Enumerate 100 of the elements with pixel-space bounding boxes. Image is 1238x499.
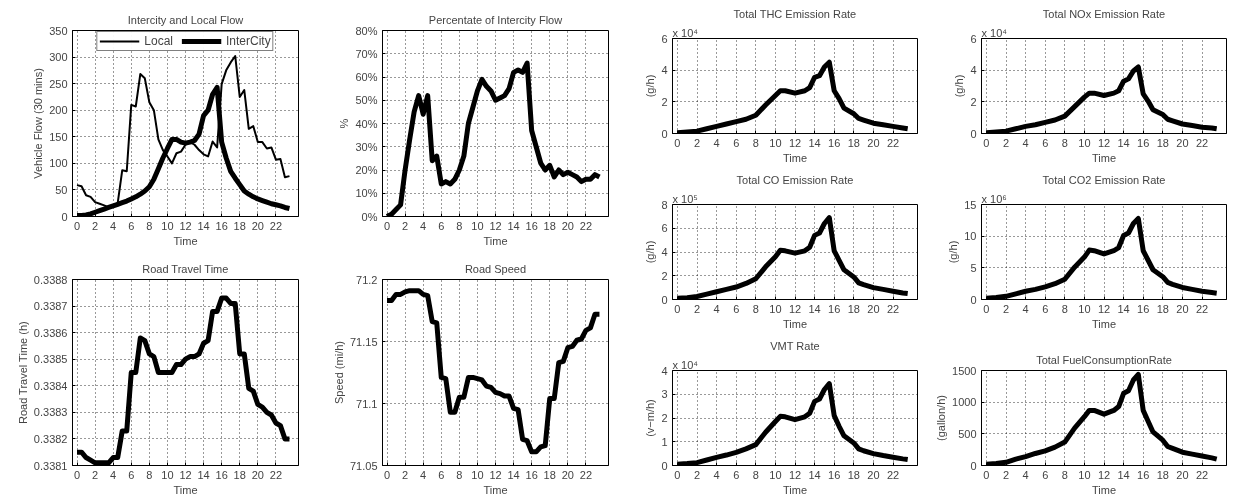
y-tick-label: 1500 <box>952 364 977 377</box>
text: x 10⁶ <box>981 192 1007 205</box>
x-tick-label: 22 <box>269 468 283 481</box>
x-tick-label: 8 <box>752 136 759 149</box>
chart-title: Total FuelConsumptionRate <box>1036 353 1172 366</box>
x-tick-label: 12 <box>788 136 802 149</box>
x-tick-label: 12 <box>1097 136 1111 149</box>
x-tick-label: 8 <box>146 468 153 481</box>
x-tick-label: 10 <box>161 468 174 481</box>
x-axis-title: Time <box>782 151 808 164</box>
x-tick-label: 12 <box>1097 468 1111 481</box>
y-tick-label: 4 <box>661 64 668 77</box>
x-tick-label: 2 <box>1002 468 1010 481</box>
x-tick-label: 14 <box>197 468 210 481</box>
y-tick-label: 350 <box>49 24 68 37</box>
x-tick-label: 12 <box>179 468 192 481</box>
x-tick-label: 16 <box>215 219 228 232</box>
x-tick-label: 14 <box>507 219 520 232</box>
x-tick-label: 18 <box>1156 136 1169 149</box>
x-tick-label: 22 <box>1195 136 1209 149</box>
y-tick-label: 300 <box>49 51 68 64</box>
x-tick-label: 0 <box>383 468 391 481</box>
y-tick-label: 15 <box>964 198 977 211</box>
y-tick-label: 500 <box>958 427 977 440</box>
x-tick-label: 2 <box>92 468 99 481</box>
chart-title: Total NOx Emission Rate <box>1042 7 1166 20</box>
y-tick-label: 150 <box>49 130 68 143</box>
y-tick-label: 1000 <box>952 396 977 409</box>
x-tick-label: 14 <box>1117 468 1130 481</box>
chart-title: Total CO Emission Rate <box>736 173 854 186</box>
chart-title: Road Speed <box>464 262 527 275</box>
chart-title: Road Travel Time <box>142 262 229 275</box>
text: x 10⁴ <box>672 358 699 371</box>
x-tick-label: 22 <box>1195 468 1209 481</box>
x-tick-label: 0 <box>983 136 990 149</box>
chart-title: VMT Rate <box>770 339 820 352</box>
x-tick-label: 10 <box>471 219 484 232</box>
y-tick-label: 0 <box>61 210 68 223</box>
x-tick-label: 12 <box>489 219 502 232</box>
y-tick-label: 200 <box>49 104 68 117</box>
x-tick-label: 18 <box>233 219 246 232</box>
x-tick-label: 2 <box>693 302 701 315</box>
x-tick-label: 6 <box>733 468 740 481</box>
y-tick-label: 2 <box>661 95 668 108</box>
x-tick-label: 16 <box>828 468 841 481</box>
y-tick-label: 0% <box>361 210 378 223</box>
x-tick-label: 8 <box>146 219 153 232</box>
x-tick-label: 10 <box>769 136 782 149</box>
x-tick-label: 12 <box>489 468 502 481</box>
y-tick-label: 2 <box>970 95 977 108</box>
x-tick-label: 6 <box>733 136 740 149</box>
chart-title: Percentate of Intercity Flow <box>428 13 563 26</box>
x-tick-label: 10 <box>769 468 782 481</box>
x-tick-label: 2 <box>693 136 701 149</box>
x-axis-title: Time <box>483 483 508 496</box>
x-tick-label: 6 <box>128 468 135 481</box>
x-tick-label: 10 <box>769 302 782 315</box>
y-tick-label: 0 <box>661 459 668 472</box>
x-tick-label: 22 <box>269 219 283 232</box>
x-tick-label: 2 <box>402 468 409 481</box>
y-axis-title: Road Travel Time (h) <box>16 321 29 425</box>
y-tick-label: 20% <box>355 164 378 176</box>
y-tick-label: 50 <box>55 183 68 196</box>
x-tick-label: 20 <box>1176 136 1189 149</box>
y-axis-title: (g/h) <box>644 74 657 98</box>
y-axis-title: (gallon/h) <box>935 395 948 441</box>
x-tick-label: 14 <box>1117 136 1130 149</box>
x-tick-label: 6 <box>1042 468 1049 481</box>
x-tick-label: 14 <box>808 468 821 481</box>
x-tick-label: 0 <box>674 302 681 315</box>
x-tick-label: 22 <box>886 136 900 149</box>
y-tick-label: 0.3383 <box>33 406 68 419</box>
x-tick-label: 16 <box>525 468 538 481</box>
x-tick-label: 8 <box>456 468 463 481</box>
x-tick-label: 4 <box>1022 468 1029 481</box>
y-tick-label: 40% <box>355 117 378 130</box>
y-tick-label: 3 <box>661 388 668 401</box>
x-tick-label: 2 <box>402 219 409 232</box>
x-axis-title: Time <box>1091 317 1117 330</box>
y-tick-label: 71.2 <box>356 273 378 286</box>
y-axis-title: (v−m/h) <box>644 399 657 437</box>
y-tick-label: 0 <box>970 127 977 140</box>
x-tick-label: 10 <box>1078 468 1091 481</box>
x-tick-label: 20 <box>867 302 880 315</box>
x-tick-label: 20 <box>561 468 574 481</box>
text: x 10⁴ <box>981 26 1008 39</box>
x-tick-label: 18 <box>847 468 860 481</box>
x-tick-label: 6 <box>1042 302 1049 315</box>
y-tick-label: 0.3384 <box>33 379 68 392</box>
y-tick-label: 10 <box>964 230 977 243</box>
x-tick-label: 4 <box>1022 302 1029 315</box>
x-tick-label: 12 <box>179 219 192 232</box>
y-axis-title: (g/h) <box>644 240 657 264</box>
x-tick-label: 4 <box>713 136 720 149</box>
x-tick-label: 12 <box>1097 302 1111 315</box>
y-tick-label: 8 <box>661 198 668 211</box>
x-tick-label: 22 <box>1195 302 1209 315</box>
x-tick-label: 4 <box>713 468 720 481</box>
x-tick-label: 8 <box>1061 302 1068 315</box>
x-tick-label: 16 <box>828 302 841 315</box>
